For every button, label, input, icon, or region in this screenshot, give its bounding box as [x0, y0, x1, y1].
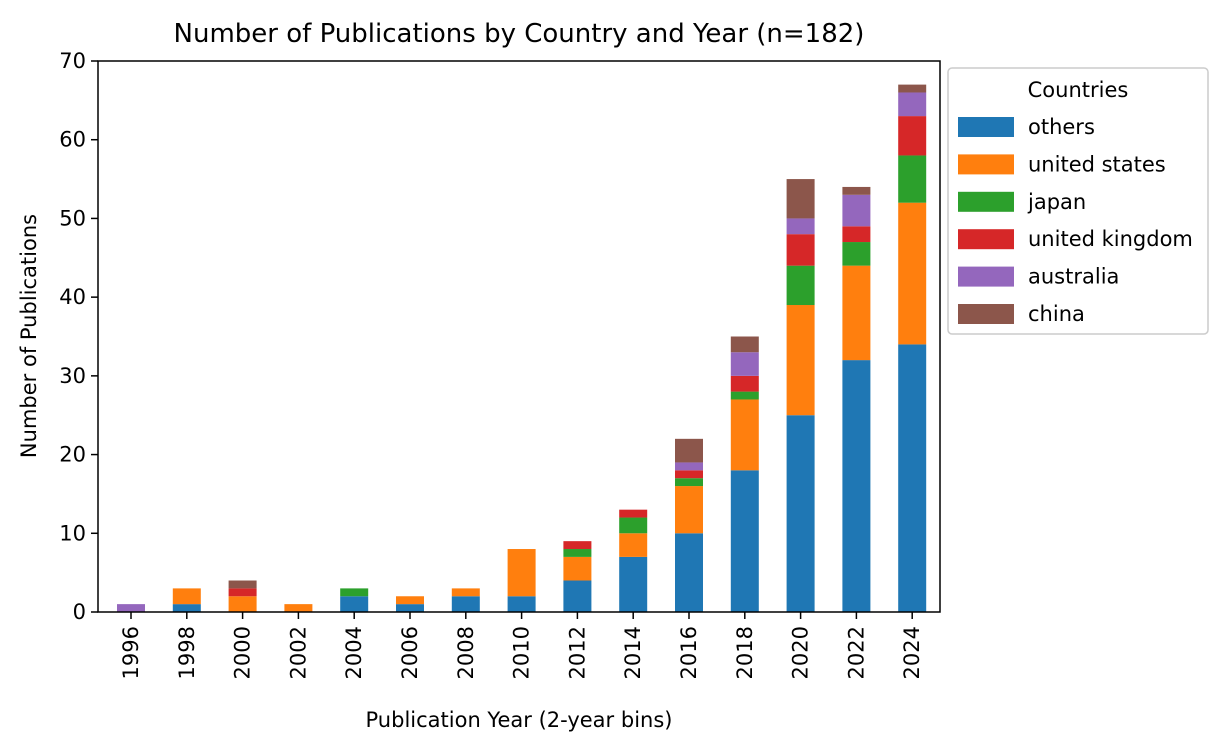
bar-2024-united-kingdom	[898, 116, 927, 156]
x-tick-label-2006: 2006	[398, 626, 422, 679]
bar-2024-others	[898, 344, 927, 612]
bar-2000-united-states	[228, 596, 257, 612]
y-tick-label-70: 70	[59, 49, 86, 73]
legend-swatch-japan	[958, 191, 1014, 212]
y-axis-label: Number of Publications	[17, 214, 41, 458]
bar-2006-united-states	[396, 596, 424, 605]
bar-2024-japan	[898, 155, 927, 203]
y-tick-label-50: 50	[59, 206, 86, 230]
bar-2018-china	[730, 336, 759, 353]
bar-2020-japan	[786, 265, 815, 306]
bar-2014-japan	[619, 517, 648, 534]
bar-2022-united-states	[842, 265, 871, 361]
y-tick-label-20: 20	[59, 443, 86, 467]
y-tick-label-40: 40	[59, 285, 86, 309]
legend-swatch-others	[958, 117, 1014, 137]
bar-2024-australia	[898, 92, 927, 117]
bar-2022-china	[842, 186, 871, 195]
x-tick-label-2000: 2000	[231, 626, 255, 679]
bar-2010-united-states	[507, 549, 536, 597]
bars-layer	[117, 84, 927, 612]
x-tick-label-2012: 2012	[565, 626, 589, 679]
x-tick-label-2008: 2008	[454, 626, 478, 679]
bar-1996-australia	[117, 604, 145, 612]
legend-label-others: others	[1028, 115, 1095, 139]
bar-2020-united-states	[786, 305, 815, 416]
bar-2016-others	[675, 533, 703, 612]
bar-2020-australia	[786, 218, 815, 235]
bar-2022-japan	[842, 242, 871, 266]
x-tick-label-1998: 1998	[175, 626, 199, 679]
bar-2014-others	[619, 556, 648, 612]
bar-2012-united-kingdom	[563, 541, 592, 550]
bar-2004-japan	[340, 588, 369, 597]
chart-title: Number of Publications by Country and Ye…	[174, 19, 865, 49]
bar-2020-china	[786, 179, 815, 219]
bar-2018-united-states	[730, 399, 759, 471]
bar-2022-united-kingdom	[842, 226, 871, 243]
bar-2024-china	[898, 84, 927, 93]
bar-2020-united-kingdom	[786, 234, 815, 266]
y-tick-label-10: 10	[59, 521, 86, 545]
y-tick-label-60: 60	[59, 128, 86, 152]
bar-2018-united-kingdom	[730, 375, 759, 392]
bar-2014-united-states	[619, 533, 648, 557]
bar-2018-australia	[730, 352, 759, 376]
bar-2018-japan	[730, 391, 759, 400]
bar-2016-japan	[675, 478, 703, 487]
bar-2010-others	[507, 596, 536, 612]
bar-2000-united-kingdom	[228, 588, 257, 597]
y-tick-label-30: 30	[59, 364, 86, 388]
bar-2012-others	[563, 580, 592, 612]
bar-2014-united-kingdom	[619, 509, 648, 518]
x-tick-label-2010: 2010	[510, 626, 534, 679]
bar-2008-united-states	[451, 588, 480, 597]
plot-frame	[97, 60, 941, 613]
legend-items: others united states japan united kingdom au…	[958, 115, 1193, 326]
bar-2016-united-kingdom	[675, 470, 703, 479]
x-tick-label-2024: 2024	[900, 626, 924, 679]
x-tick-label-2002: 2002	[286, 626, 310, 679]
legend-swatch-china	[958, 304, 1014, 324]
legend-swatch-united-states	[958, 154, 1014, 175]
x-tick-label-2020: 2020	[789, 626, 813, 679]
x-tick-label-2018: 2018	[733, 626, 757, 679]
bar-2008-others	[451, 596, 480, 612]
bar-2024-united-states	[898, 202, 927, 345]
bar-2016-australia	[675, 462, 703, 471]
x-tick-label-2014: 2014	[621, 626, 645, 679]
legend-label-australia: australia	[1028, 265, 1119, 289]
bar-2002-united-states	[284, 604, 313, 612]
bar-2020-others	[786, 415, 815, 612]
bar-1998-united-states	[172, 588, 201, 605]
bar-2016-china	[675, 438, 703, 463]
bar-2004-others	[340, 596, 369, 612]
legend-swatch-united-kingdom	[958, 229, 1014, 250]
legend-swatch-australia	[958, 266, 1014, 287]
x-tick-label-2004: 2004	[342, 626, 366, 679]
bar-2012-japan	[563, 549, 592, 557]
y-tick-label-0: 0	[73, 600, 86, 624]
bar-2022-others	[842, 360, 871, 612]
x-tick-label-2022: 2022	[844, 626, 868, 679]
bar-2018-others	[730, 470, 759, 612]
bar-2022-australia	[842, 194, 871, 227]
y-axis: 0 10 20 30 40 50 60 70	[59, 49, 98, 624]
legend-title: Countries	[1028, 78, 1129, 102]
legend-label-united-states: united states	[1028, 152, 1166, 176]
x-tick-label-2016: 2016	[677, 626, 701, 679]
x-axis: 1996 1998 2000 2002 2004 2006 2008 2010 2012 2014…	[119, 612, 924, 679]
legend-label-china: china	[1028, 302, 1085, 326]
bar-2006-others	[396, 604, 424, 612]
bar-2012-united-states	[563, 556, 592, 581]
x-tick-label-1996: 1996	[119, 626, 143, 679]
legend: Countries others united states japan united…	[947, 67, 1209, 335]
legend-label-united-kingdom: united kingdom	[1028, 227, 1193, 251]
legend-label-japan: japan	[1027, 190, 1086, 214]
bar-2016-united-states	[675, 486, 703, 534]
x-axis-label: Publication Year (2-year bins)	[366, 708, 673, 732]
bar-2000-china	[228, 580, 257, 589]
bar-1998-others	[172, 604, 201, 612]
